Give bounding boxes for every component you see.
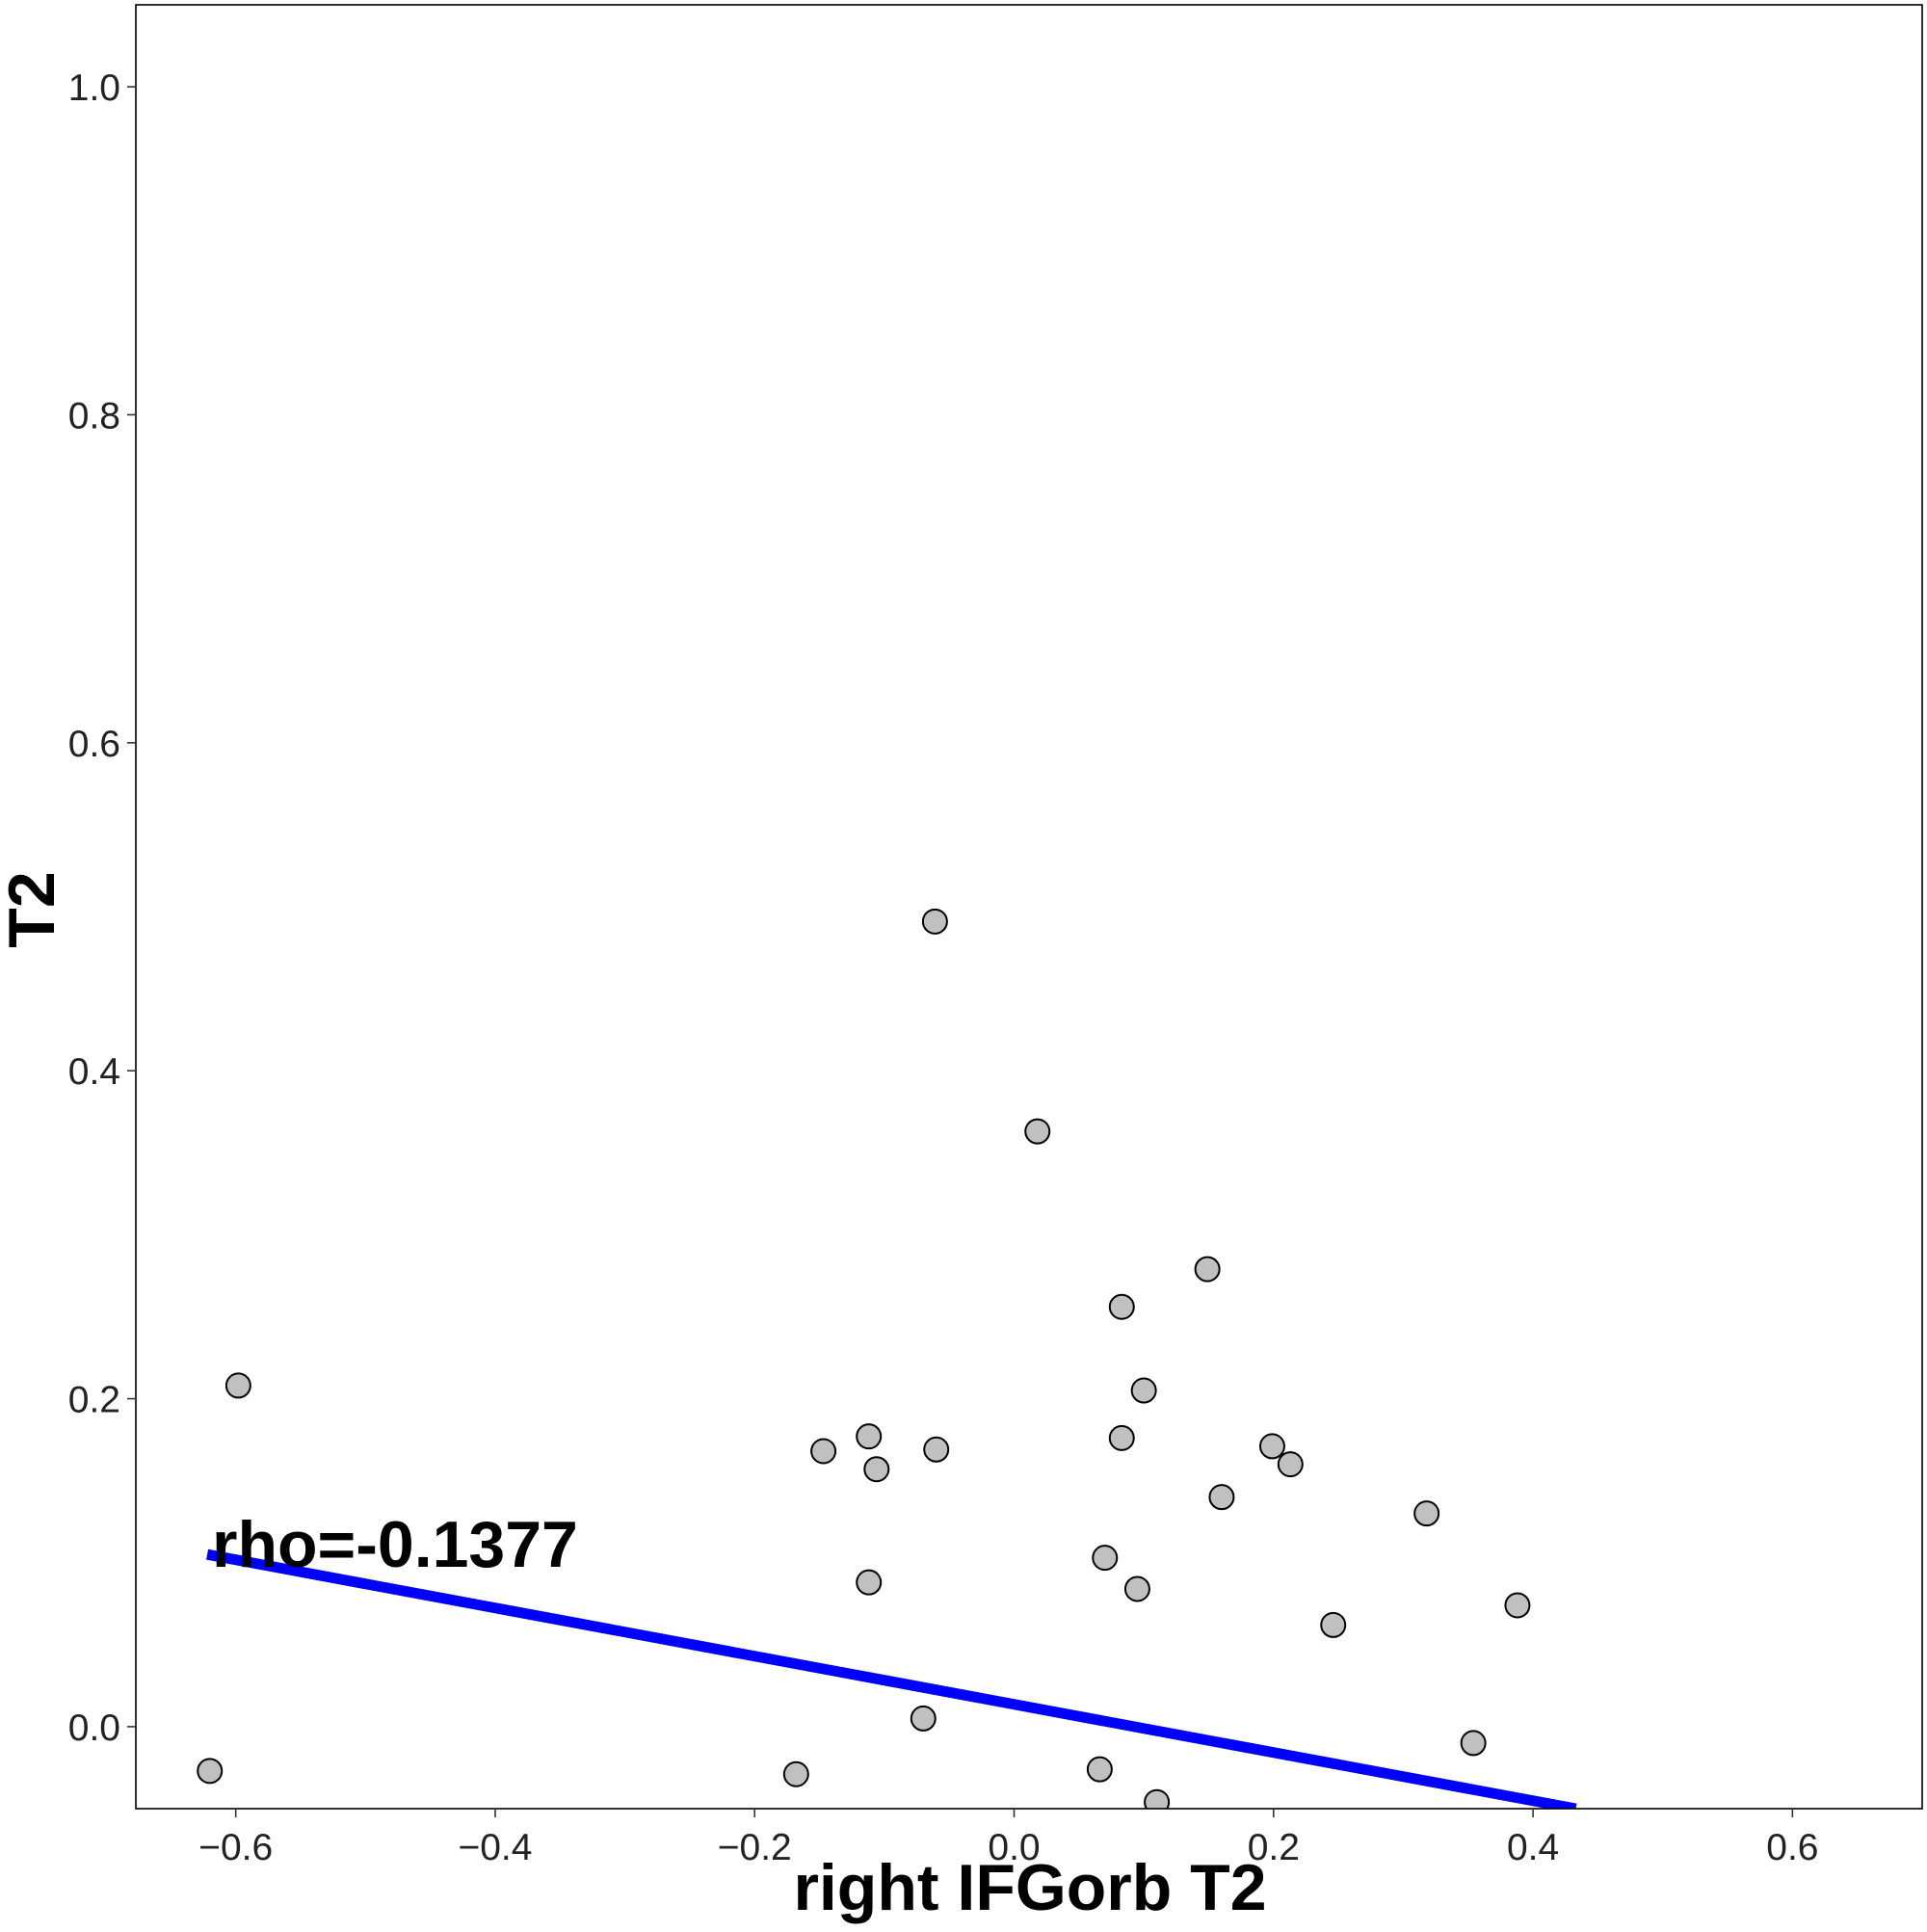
points-layer xyxy=(197,908,1531,1809)
x-tick-label: 0.0 xyxy=(988,1827,1040,1868)
y-tick-label: 0.0 xyxy=(68,1707,120,1749)
data-point xyxy=(224,1372,251,1399)
data-point xyxy=(863,1456,890,1483)
data-point xyxy=(1144,1788,1171,1809)
y-tick-label: 0.8 xyxy=(68,395,120,437)
rho-annotation: rho=-0.1377 xyxy=(212,1508,578,1581)
data-point xyxy=(1208,1484,1235,1511)
y-tick-label: 1.0 xyxy=(68,67,120,109)
data-point xyxy=(1092,1545,1119,1572)
y-axis: 0.0 0.2 0.4 0.6 0.8 1.0 xyxy=(68,67,136,1749)
x-tick-label: 0.4 xyxy=(1507,1827,1559,1868)
data-point xyxy=(1108,1424,1135,1451)
data-point xyxy=(1277,1451,1304,1478)
plot-panel-border xyxy=(135,4,1923,1810)
y-tick-label: 0.2 xyxy=(68,1380,120,1421)
data-point xyxy=(782,1760,809,1787)
data-point xyxy=(1024,1118,1051,1145)
data-point xyxy=(923,1436,950,1463)
data-point xyxy=(1460,1730,1487,1757)
data-point xyxy=(1504,1592,1531,1619)
x-tick-label: 0.2 xyxy=(1248,1827,1300,1868)
fit-line-layer xyxy=(206,1548,1577,1809)
y-axis-title: T2 xyxy=(0,871,68,947)
data-point xyxy=(1320,1611,1347,1638)
regression-line xyxy=(206,1548,1577,1809)
data-point xyxy=(1130,1377,1157,1404)
data-point xyxy=(1123,1575,1150,1602)
data-point xyxy=(921,908,948,935)
data-point xyxy=(1413,1500,1440,1527)
y-tick-label: 0.6 xyxy=(68,724,120,765)
data-point xyxy=(810,1438,837,1465)
data-point xyxy=(856,1569,883,1596)
x-axis: −0.6 −0.4 −0.2 0.0 0.2 0.4 0.6 xyxy=(198,1809,1818,1868)
x-tick-label: −0.2 xyxy=(718,1827,792,1868)
data-point xyxy=(197,1758,224,1785)
data-point xyxy=(856,1423,883,1450)
data-point xyxy=(1194,1256,1221,1283)
x-tick-label: −0.4 xyxy=(458,1827,532,1868)
y-tick-label: 0.4 xyxy=(68,1051,120,1093)
data-point xyxy=(910,1705,937,1732)
data-point xyxy=(1258,1433,1285,1460)
data-point xyxy=(1108,1293,1135,1320)
x-tick-label: −0.6 xyxy=(198,1827,273,1868)
data-point xyxy=(1086,1756,1113,1783)
x-axis-title: right IFGorb T2 xyxy=(793,1851,1266,1924)
x-tick-label: 0.6 xyxy=(1766,1827,1818,1868)
